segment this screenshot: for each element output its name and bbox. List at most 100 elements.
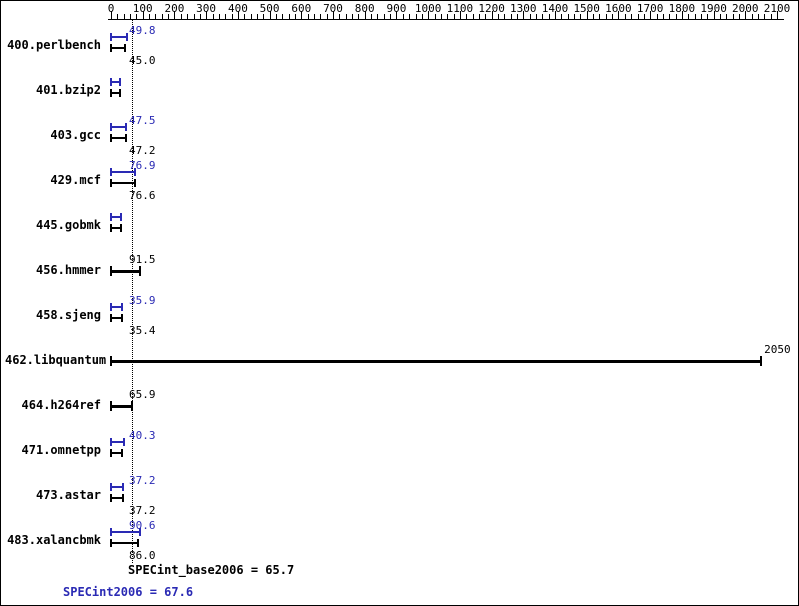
bar-line (111, 216, 121, 218)
axis-minor-tick (599, 14, 601, 19)
axis-major-tick (681, 11, 683, 19)
axis-major-tick (364, 11, 366, 19)
bar-start-cap (110, 266, 112, 276)
axis-tick-label: 700 (323, 2, 343, 15)
bar-end-cap (120, 449, 123, 457)
bar-start-cap (110, 483, 112, 491)
axis-minor-tick (751, 14, 753, 19)
axis-minor-tick (536, 14, 537, 19)
axis-minor-tick (294, 14, 296, 19)
axis-major-tick (555, 11, 556, 19)
axis-minor-tick (193, 14, 195, 19)
axis-minor-tick (212, 14, 214, 19)
axis-major-tick (618, 11, 620, 19)
axis-minor-tick (168, 14, 170, 19)
axis-minor-tick (516, 14, 518, 19)
axis-minor-tick (574, 14, 575, 19)
bar-end-cap (122, 438, 125, 446)
axis-major-tick (777, 11, 778, 19)
axis-major-tick (174, 11, 176, 19)
axis-minor-tick (662, 14, 664, 19)
bar-end-cap (124, 44, 127, 52)
benchmark-label: 464.h264ref (21, 398, 101, 412)
bar-line (111, 47, 126, 49)
peak-mean-text: SPECint2006 = 67.6 (63, 585, 194, 599)
bar-start-cap (110, 539, 112, 547)
bar-line (111, 171, 136, 173)
peak-value-label: 35.9 (129, 294, 156, 307)
base-value-label: 47.2 (129, 144, 156, 157)
benchmark-label: 458.sjeng (35, 308, 101, 322)
bar-start-cap (110, 44, 112, 52)
axis-minor-tick (421, 14, 423, 19)
axis-minor-tick (434, 14, 436, 19)
bar-start-cap (110, 224, 112, 232)
axis-minor-tick (149, 14, 151, 19)
peak-value-label: 76.9 (129, 159, 156, 172)
axis-minor-tick (371, 14, 373, 19)
axis-minor-tick (161, 14, 163, 19)
peak-value-label: 37.2 (129, 474, 156, 487)
bar-line (111, 137, 126, 139)
axis-minor-tick (199, 14, 201, 19)
bar-start-cap (110, 303, 112, 311)
axis-minor-tick (314, 14, 315, 19)
axis-minor-tick (383, 14, 385, 19)
axis-minor-tick (218, 14, 220, 19)
axis-minor-tick (155, 14, 157, 19)
axis-minor-tick (700, 14, 702, 19)
axis-minor-tick (225, 14, 227, 19)
axis-minor-tick (472, 14, 474, 19)
axis-major-tick (237, 11, 239, 19)
axis-tick-label: 400 (227, 2, 248, 15)
axis-tick-label: 100 (132, 2, 153, 15)
bar-line (111, 441, 124, 443)
benchmark-label: 483.xalancbmk (7, 533, 101, 547)
bar-end-cap (130, 401, 133, 411)
axis-minor-tick (669, 14, 671, 19)
axis-minor-tick (345, 14, 347, 19)
bar-end-cap (119, 213, 122, 221)
bar-end-cap (134, 168, 137, 176)
axis-minor-tick (377, 14, 379, 19)
axis-major-tick (333, 11, 334, 19)
benchmark-label: 401.bzip2 (35, 83, 101, 97)
peak-value-label: 47.5 (129, 114, 156, 127)
bar-start-cap (110, 33, 112, 41)
bar-start-cap (110, 438, 112, 446)
axis-tick-label: 1700 (636, 2, 664, 15)
benchmark-label: 473.astar (35, 488, 101, 502)
axis-minor-tick (453, 14, 455, 19)
axis-minor-tick (244, 14, 246, 19)
axis-minor-tick (275, 14, 277, 19)
axis-major-tick (142, 11, 144, 19)
axis-minor-tick (307, 14, 309, 19)
bar-line (111, 81, 120, 83)
axis-minor-tick (675, 14, 677, 19)
axis-tick-label: 300 (196, 2, 217, 15)
axis-tick-label: 1500 (573, 2, 600, 15)
bar-line (111, 227, 121, 229)
base-mean-text: SPECint_base2006 = 65.7 (128, 563, 295, 577)
bar-start-cap (110, 179, 112, 187)
bar-line (111, 126, 127, 128)
bar-end-cap (760, 356, 763, 366)
axis-tick-label: 1600 (605, 2, 632, 15)
axis-major-tick (650, 11, 652, 19)
axis-major-tick (713, 11, 715, 19)
value-label: 2050 (764, 343, 791, 356)
axis-minor-tick (694, 14, 696, 19)
axis-minor-tick (288, 14, 290, 19)
axis-minor-tick (352, 14, 353, 19)
axis-major-tick (523, 11, 525, 19)
bar-end-cap (134, 179, 137, 187)
axis-tick-label: 800 (354, 2, 375, 15)
axis-major-tick (206, 11, 208, 19)
axis-minor-tick (326, 14, 328, 19)
axis-major-tick (301, 11, 303, 19)
axis-major-tick (396, 11, 398, 19)
benchmark-label: 456.hmmer (35, 263, 101, 277)
axis-minor-tick (123, 14, 125, 19)
axis-minor-tick (631, 14, 633, 19)
